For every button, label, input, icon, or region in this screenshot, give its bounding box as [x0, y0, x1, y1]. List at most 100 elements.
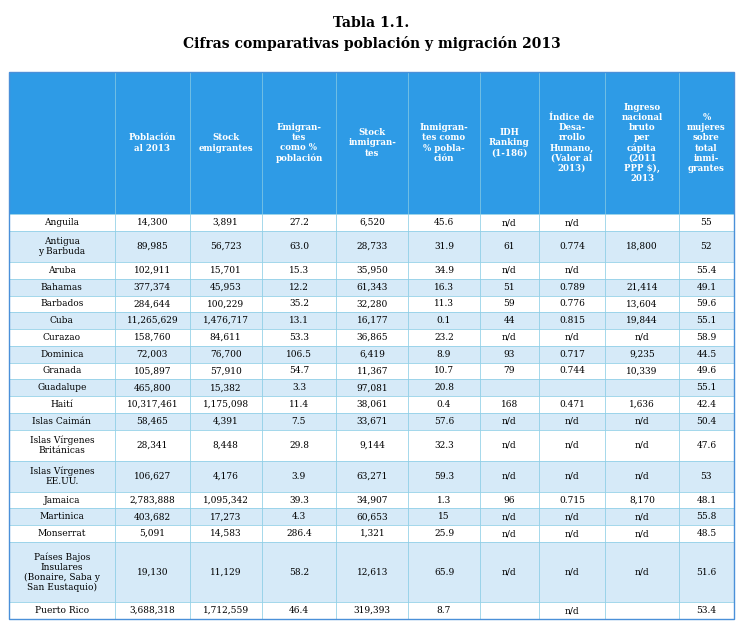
- Bar: [337, 492, 408, 509]
- Bar: [480, 329, 539, 346]
- Bar: [115, 379, 189, 396]
- Text: 0.717: 0.717: [559, 349, 585, 359]
- Bar: [408, 525, 480, 542]
- Bar: [480, 214, 539, 231]
- Bar: [189, 509, 262, 525]
- Text: 8.9: 8.9: [437, 349, 451, 359]
- Text: n/d: n/d: [635, 333, 649, 342]
- Bar: [262, 413, 337, 429]
- Bar: [262, 542, 337, 602]
- Bar: [480, 296, 539, 312]
- Bar: [9, 296, 115, 312]
- Text: 11,367: 11,367: [357, 366, 388, 376]
- Bar: [408, 379, 480, 396]
- Bar: [678, 262, 734, 279]
- Bar: [678, 329, 734, 346]
- Bar: [606, 346, 678, 363]
- Text: n/d: n/d: [502, 266, 516, 275]
- Bar: [539, 231, 606, 262]
- Text: 19,844: 19,844: [626, 316, 658, 325]
- Bar: [262, 214, 337, 231]
- Text: 3.9: 3.9: [292, 472, 306, 480]
- Bar: [262, 525, 337, 542]
- Text: 0.774: 0.774: [559, 242, 585, 251]
- Text: 63,271: 63,271: [357, 472, 388, 480]
- Text: 55.1: 55.1: [696, 383, 716, 392]
- Text: 48.5: 48.5: [696, 529, 716, 538]
- Text: 58,465: 58,465: [137, 417, 168, 426]
- Text: 44.5: 44.5: [696, 349, 716, 359]
- Bar: [9, 379, 115, 396]
- Text: Emigran-
tes
como %
población: Emigran- tes como % población: [276, 123, 322, 163]
- Text: 3.3: 3.3: [292, 383, 306, 392]
- Bar: [678, 231, 734, 262]
- Text: 0.1: 0.1: [437, 316, 451, 325]
- Bar: [189, 214, 262, 231]
- Text: 32.3: 32.3: [434, 441, 454, 450]
- Text: n/d: n/d: [565, 333, 580, 342]
- Text: Granada: Granada: [42, 366, 82, 376]
- Text: n/d: n/d: [565, 529, 580, 538]
- Text: 4,176: 4,176: [212, 472, 239, 480]
- Bar: [539, 461, 606, 492]
- Bar: [480, 379, 539, 396]
- Bar: [678, 602, 734, 619]
- Bar: [539, 396, 606, 413]
- Text: 53: 53: [701, 472, 712, 480]
- Bar: [539, 363, 606, 379]
- Text: 13,604: 13,604: [626, 300, 658, 308]
- Bar: [606, 379, 678, 396]
- Bar: [539, 279, 606, 296]
- Text: 16,177: 16,177: [357, 316, 388, 325]
- Bar: [606, 279, 678, 296]
- Text: 72,003: 72,003: [137, 349, 168, 359]
- Bar: [678, 492, 734, 509]
- Bar: [606, 329, 678, 346]
- Bar: [408, 413, 480, 429]
- Bar: [262, 346, 337, 363]
- Bar: [115, 363, 189, 379]
- Text: Guadalupe: Guadalupe: [37, 383, 87, 392]
- Bar: [337, 525, 408, 542]
- Bar: [678, 413, 734, 429]
- Bar: [480, 262, 539, 279]
- Bar: [9, 542, 115, 602]
- Bar: [337, 214, 408, 231]
- Text: n/d: n/d: [502, 529, 516, 538]
- Text: 44: 44: [504, 316, 515, 325]
- Text: 55.1: 55.1: [696, 316, 716, 325]
- Text: 29.8: 29.8: [289, 441, 309, 450]
- Bar: [337, 346, 408, 363]
- Text: 59.6: 59.6: [696, 300, 716, 308]
- Bar: [115, 509, 189, 525]
- Bar: [606, 312, 678, 329]
- Text: n/d: n/d: [635, 472, 649, 480]
- Bar: [539, 379, 606, 396]
- Bar: [115, 429, 189, 461]
- Bar: [408, 296, 480, 312]
- Text: Población
al 2013: Población al 2013: [129, 134, 176, 152]
- Bar: [9, 363, 115, 379]
- Bar: [337, 312, 408, 329]
- Bar: [408, 429, 480, 461]
- Text: 1,636: 1,636: [629, 400, 655, 409]
- Text: 158,760: 158,760: [134, 333, 171, 342]
- Text: 0.471: 0.471: [559, 400, 585, 409]
- Text: 53.3: 53.3: [289, 333, 309, 342]
- Bar: [606, 413, 678, 429]
- Bar: [337, 542, 408, 602]
- Bar: [539, 296, 606, 312]
- Bar: [9, 262, 115, 279]
- Text: n/d: n/d: [565, 606, 580, 615]
- Bar: [262, 231, 337, 262]
- Bar: [606, 214, 678, 231]
- Text: 35.2: 35.2: [289, 300, 309, 308]
- Bar: [262, 363, 337, 379]
- Bar: [9, 429, 115, 461]
- Bar: [9, 461, 115, 492]
- Bar: [606, 542, 678, 602]
- Text: 97,081: 97,081: [357, 383, 388, 392]
- Text: n/d: n/d: [565, 417, 580, 426]
- Text: 51: 51: [504, 283, 515, 291]
- Text: n/d: n/d: [565, 441, 580, 450]
